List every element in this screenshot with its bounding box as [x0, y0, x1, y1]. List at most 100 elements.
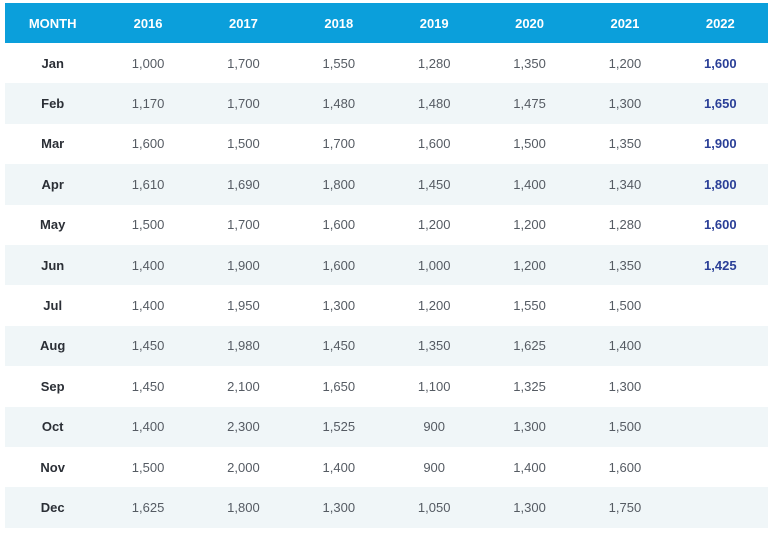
value-cell-2016: 1,400: [100, 244, 196, 286]
value-cell-2016: 1,400: [100, 285, 196, 326]
table-row: Feb 1,170 1,700 1,480 1,480 1,475 1,300 1,650: [5, 83, 768, 124]
value-cell-2017: 1,700: [195, 204, 292, 245]
value-cell-2021: 1,200: [577, 43, 673, 84]
value-cell-2019: 1,050: [386, 487, 482, 528]
value-cell-2017: 2,100: [195, 366, 292, 407]
value-cell-2019: 900: [386, 446, 482, 488]
value-cell-2020: 1,350: [481, 43, 578, 84]
month-cell: Aug: [5, 325, 101, 367]
value-cell-2021: 1,340: [577, 164, 673, 205]
month-cell: Dec: [5, 487, 101, 528]
value-cell-2020: 1,625: [481, 325, 578, 367]
value-cell-2019: 1,350: [386, 325, 482, 367]
monthly-data-table-container: MONTH 2016 2017 2018 2019 2020 2021 2022 Jan 1,0…: [5, 3, 768, 528]
value-cell-2018: 1,450: [291, 325, 387, 367]
value-cell-2017: 1,700: [195, 43, 292, 84]
header-row: MONTH 2016 2017 2018 2019 2020 2021 2022: [5, 3, 768, 43]
value-cell-2022: [672, 285, 768, 326]
value-cell-2017: 1,700: [195, 83, 292, 124]
table-body: Jan 1,000 1,700 1,550 1,280 1,350 1,200 1,600 Fe…: [5, 43, 768, 528]
value-cell-2019: 1,200: [386, 204, 482, 245]
value-cell-2017: 1,900: [195, 244, 292, 286]
value-cell-2017: 1,500: [195, 123, 292, 165]
value-cell-2018: 1,600: [291, 244, 387, 286]
value-cell-2019: 1,600: [386, 123, 482, 165]
table-row: Mar 1,600 1,500 1,700 1,600 1,500 1,350 1,900: [5, 123, 768, 165]
value-cell-2018: 1,300: [291, 285, 387, 326]
column-header-2019: 2019: [386, 3, 482, 43]
value-cell-2016: 1,450: [100, 366, 196, 407]
value-cell-2020: 1,325: [481, 366, 578, 407]
value-cell-2018: 1,800: [291, 164, 387, 205]
value-cell-2022: [672, 366, 768, 407]
value-cell-2022: 1,600: [672, 204, 768, 245]
table-row: Nov 1,500 2,000 1,400 900 1,400 1,600: [5, 446, 768, 488]
value-cell-2021: 1,300: [577, 83, 673, 124]
value-cell-2016: 1,500: [100, 446, 196, 488]
value-cell-2016: 1,450: [100, 325, 196, 367]
monthly-data-table: MONTH 2016 2017 2018 2019 2020 2021 2022 Jan 1,0…: [5, 3, 768, 528]
value-cell-2016: 1,000: [100, 43, 196, 84]
value-cell-2022: 1,600: [672, 43, 768, 84]
table-row: Dec 1,625 1,800 1,300 1,050 1,300 1,750: [5, 487, 768, 528]
value-cell-2020: 1,300: [481, 406, 578, 447]
value-cell-2022: 1,425: [672, 244, 768, 286]
value-cell-2018: 1,600: [291, 204, 387, 245]
value-cell-2021: 1,350: [577, 123, 673, 165]
value-cell-2020: 1,475: [481, 83, 578, 124]
value-cell-2019: 1,450: [386, 164, 482, 205]
value-cell-2016: 1,170: [100, 83, 196, 124]
value-cell-2019: 900: [386, 406, 482, 447]
value-cell-2016: 1,600: [100, 123, 196, 165]
value-cell-2020: 1,500: [481, 123, 578, 165]
column-header-2021: 2021: [577, 3, 673, 43]
value-cell-2022: [672, 406, 768, 447]
month-cell: Jul: [5, 285, 101, 326]
month-cell: Jun: [5, 244, 101, 286]
month-cell: Apr: [5, 164, 101, 205]
value-cell-2016: 1,400: [100, 406, 196, 447]
value-cell-2021: 1,500: [577, 285, 673, 326]
column-header-2016: 2016: [100, 3, 196, 43]
table-row: Jun 1,400 1,900 1,600 1,000 1,200 1,350 1,425: [5, 244, 768, 286]
column-header-month: MONTH: [5, 3, 101, 43]
value-cell-2016: 1,610: [100, 164, 196, 205]
column-header-2018: 2018: [291, 3, 387, 43]
value-cell-2020: 1,200: [481, 204, 578, 245]
value-cell-2020: 1,400: [481, 164, 578, 205]
table-row: Aug 1,450 1,980 1,450 1,350 1,625 1,400: [5, 325, 768, 367]
value-cell-2021: 1,300: [577, 366, 673, 407]
value-cell-2017: 1,690: [195, 164, 292, 205]
table-header: MONTH 2016 2017 2018 2019 2020 2021 2022: [5, 3, 768, 43]
value-cell-2022: [672, 487, 768, 528]
value-cell-2021: 1,280: [577, 204, 673, 245]
value-cell-2020: 1,400: [481, 446, 578, 488]
table-row: Jul 1,400 1,950 1,300 1,200 1,550 1,500: [5, 285, 768, 326]
value-cell-2019: 1,200: [386, 285, 482, 326]
value-cell-2021: 1,400: [577, 325, 673, 367]
value-cell-2018: 1,400: [291, 446, 387, 488]
value-cell-2018: 1,480: [291, 83, 387, 124]
table-row: Sep 1,450 2,100 1,650 1,100 1,325 1,300: [5, 366, 768, 407]
value-cell-2017: 1,800: [195, 487, 292, 528]
column-header-2020: 2020: [481, 3, 578, 43]
value-cell-2019: 1,000: [386, 244, 482, 286]
month-cell: Mar: [5, 123, 101, 165]
month-cell: Nov: [5, 446, 101, 488]
value-cell-2020: 1,550: [481, 285, 578, 326]
value-cell-2021: 1,350: [577, 244, 673, 286]
table-row: Apr 1,610 1,690 1,800 1,450 1,400 1,340 1,800: [5, 164, 768, 205]
table-row: Oct 1,400 2,300 1,525 900 1,300 1,500: [5, 406, 768, 447]
value-cell-2019: 1,480: [386, 83, 482, 124]
table-row: May 1,500 1,700 1,600 1,200 1,200 1,280 1,600: [5, 204, 768, 245]
value-cell-2017: 2,000: [195, 446, 292, 488]
value-cell-2018: 1,300: [291, 487, 387, 528]
value-cell-2017: 2,300: [195, 406, 292, 447]
value-cell-2021: 1,600: [577, 446, 673, 488]
value-cell-2022: 1,800: [672, 164, 768, 205]
value-cell-2016: 1,500: [100, 204, 196, 245]
value-cell-2018: 1,700: [291, 123, 387, 165]
value-cell-2022: 1,650: [672, 83, 768, 124]
value-cell-2021: 1,500: [577, 406, 673, 447]
value-cell-2018: 1,550: [291, 43, 387, 84]
